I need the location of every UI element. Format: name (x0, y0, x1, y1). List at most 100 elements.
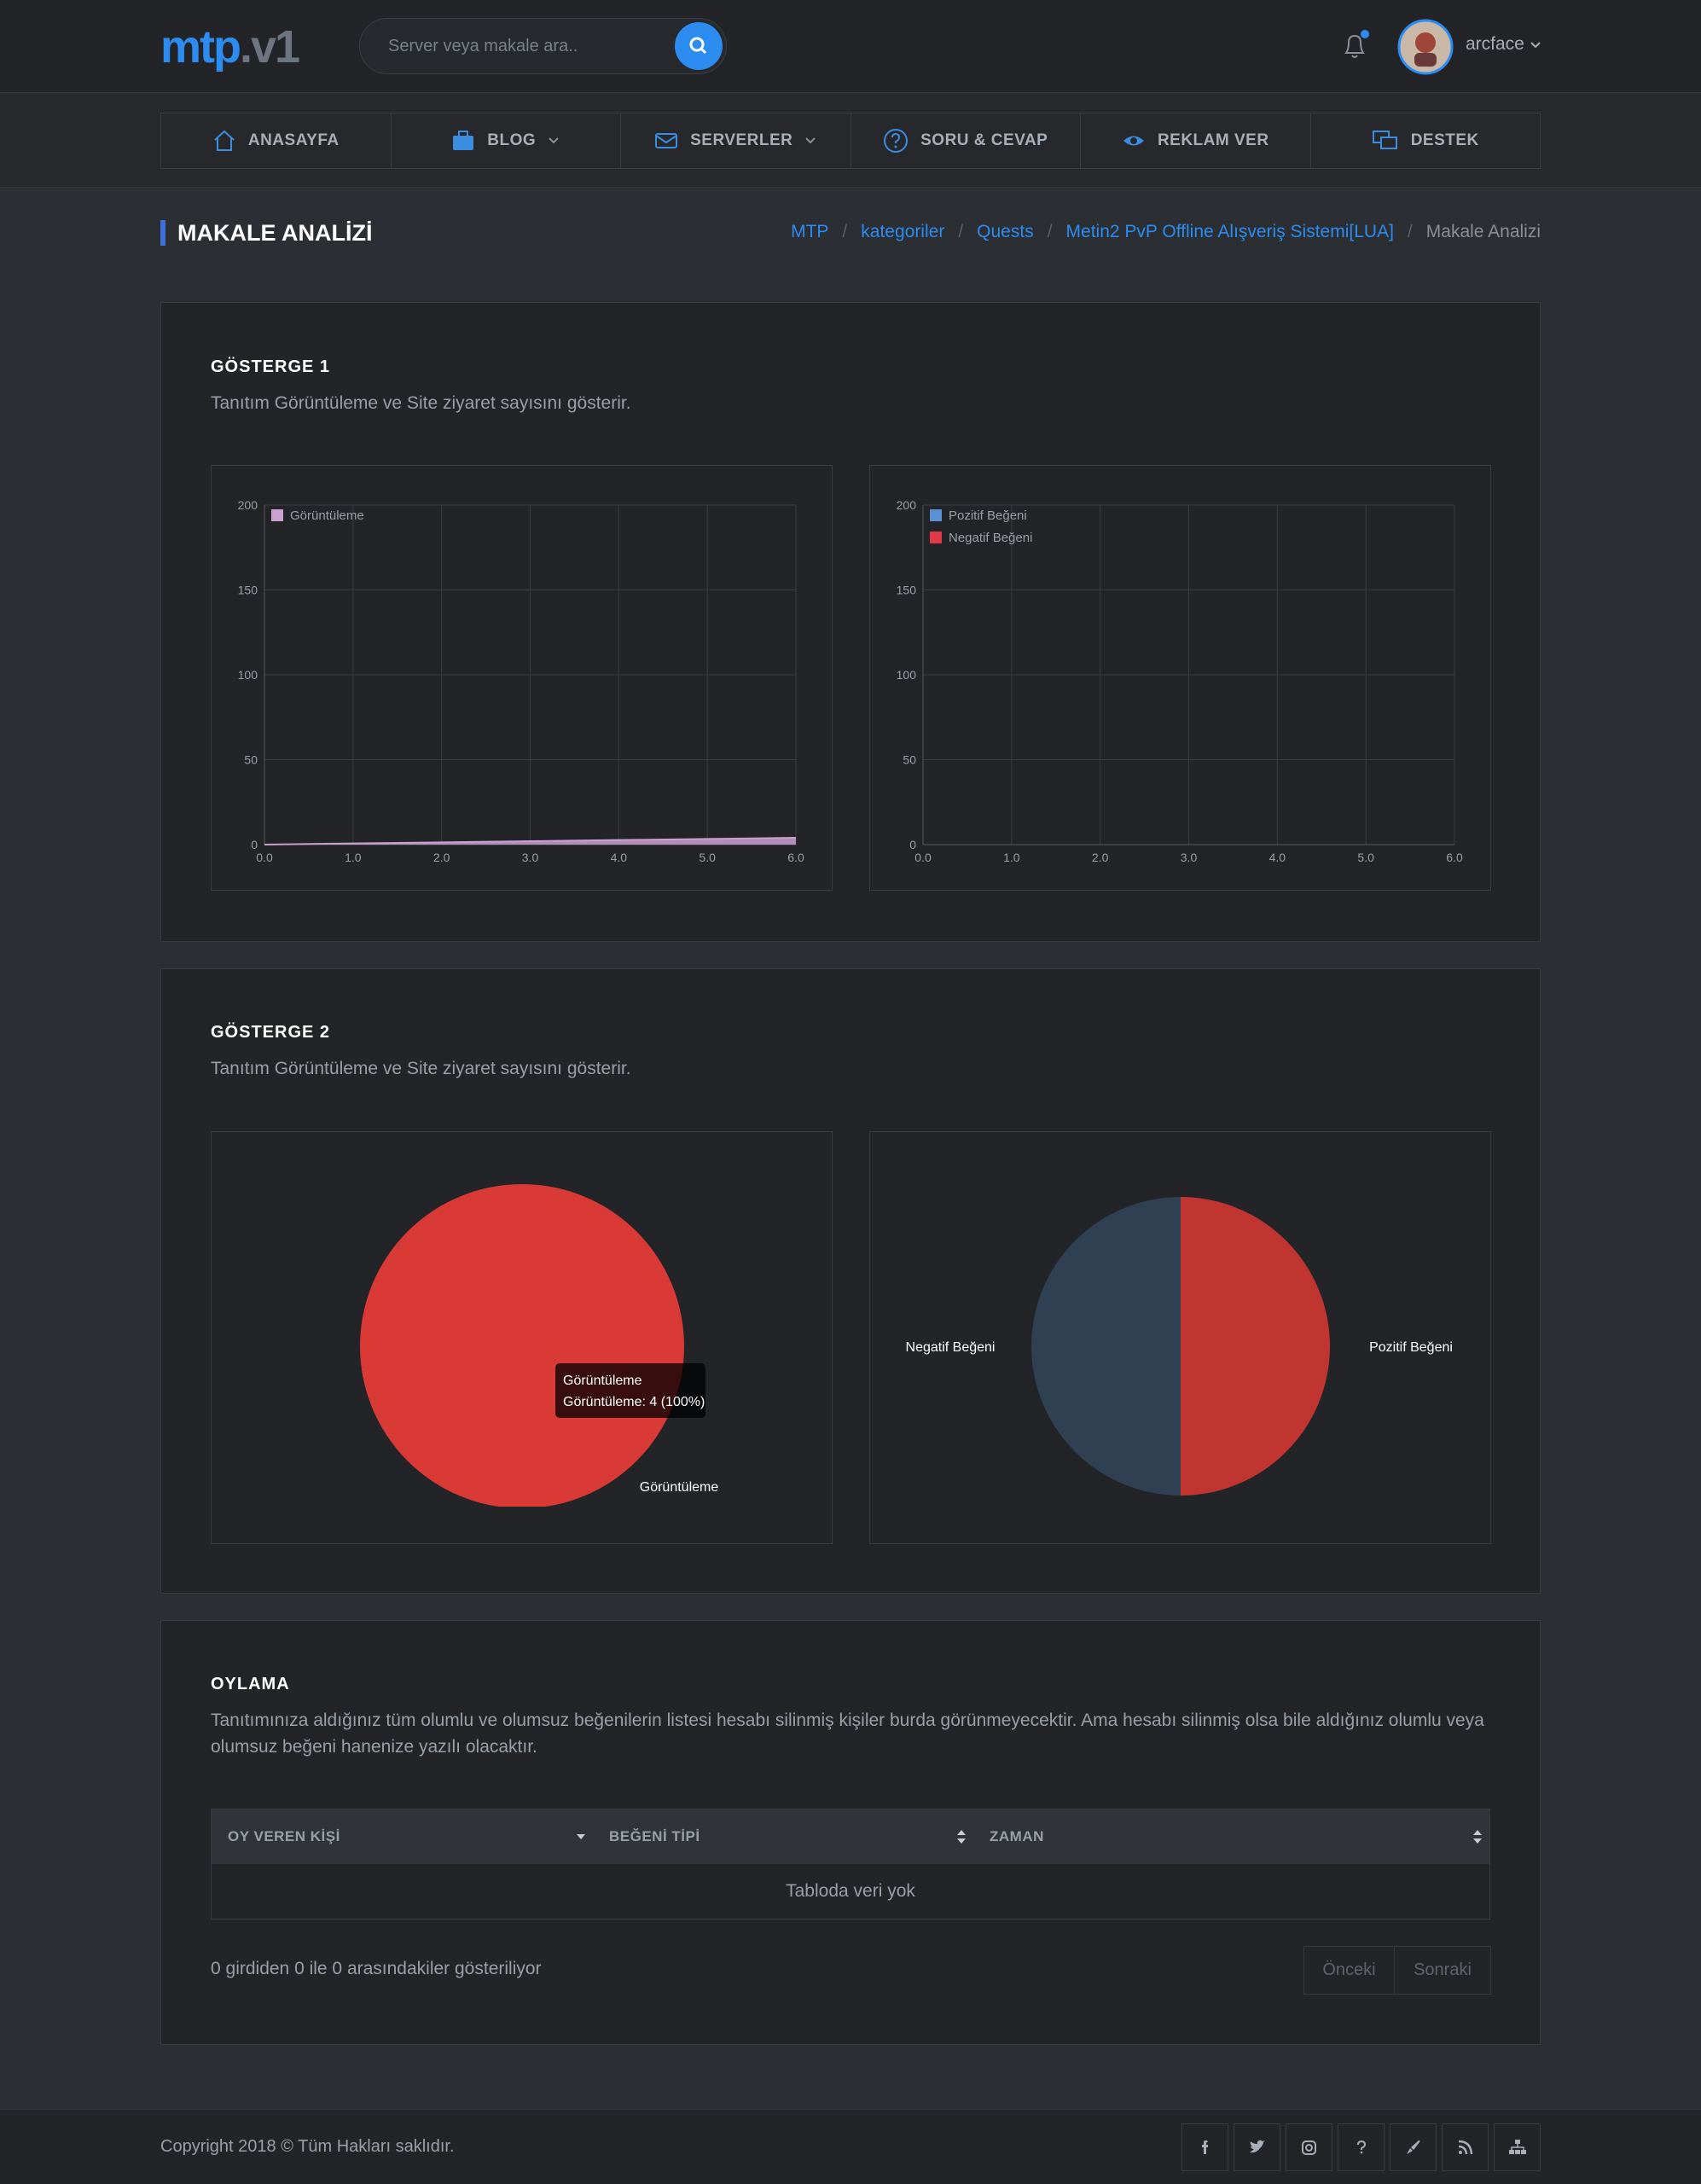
breadcrumb-link[interactable]: Quests (944, 222, 1034, 242)
social-button[interactable] (1234, 2123, 1280, 2171)
x-tick-label: 2.0 (433, 851, 450, 864)
nav-item[interactable]: SORU & CEVAP (851, 113, 1081, 168)
nav-menu: ANASAYFA BLOG SERVERLER SORU & CEVAP REK… (160, 113, 1541, 169)
search-button[interactable] (675, 22, 723, 70)
username[interactable]: arcface (1466, 34, 1541, 55)
breadcrumb-current: Makale Analizi (1394, 222, 1541, 242)
y-tick-label: 100 (897, 668, 917, 682)
footer: Copyright 2018 © Tüm Hakları saklıdır. (0, 2109, 1701, 2184)
chart: Görüntüleme Görüntüleme Görüntüleme: 4 (10… (360, 1184, 718, 1507)
chevron (549, 137, 559, 144)
x-tick-label: 6.0 (787, 851, 804, 864)
legend-swatch (930, 509, 942, 521)
nav-item[interactable]: ANASAYFA (161, 113, 392, 168)
social-button[interactable] (1390, 2123, 1437, 2171)
icon (1302, 2140, 1316, 2155)
chart-box: Pozitif Beğeni Negatif Beğeni (869, 1131, 1491, 1544)
x-tick-label: 4.0 (611, 851, 628, 864)
nav-label: REKLAM VER (1157, 131, 1269, 149)
nav-label: BLOG (487, 131, 537, 149)
chart: 0 50 100 150 200 0.0 1.0 2.0 3.0 4.0 5.0 6.0 Pozitif… (897, 498, 1463, 864)
y-tick-label: 200 (897, 498, 917, 512)
social-button[interactable] (1338, 2123, 1385, 2171)
column-header[interactable]: ZAMAN (973, 1809, 1489, 1864)
icon (1250, 2140, 1265, 2153)
y-tick-label: 0 (909, 838, 916, 851)
pie-slice (360, 1184, 684, 1507)
table: OY VEREN KİŞİ BEĞENİ TİPİ ZAMAN Tabloda … (211, 1809, 1490, 1920)
next-button[interactable]: Sonraki (1394, 1946, 1491, 1995)
chart: Pozitif Beğeni Negatif Beğeni (906, 1197, 1453, 1496)
card-description: Tanıtım Görüntüleme ve Site ziyaret sayı… (211, 393, 631, 413)
y-tick-label: 50 (903, 753, 916, 767)
nav-item[interactable]: DESTEK (1311, 113, 1541, 168)
column-header[interactable]: BEĞENİ TİPİ (593, 1809, 973, 1864)
tooltip-title: Görüntüleme (563, 1374, 642, 1388)
x-tick-label: 4.0 (1269, 851, 1286, 864)
nav-icon (214, 130, 235, 151)
sort-icon (957, 1830, 966, 1844)
slice-label: Negatif Beğeni (906, 1340, 996, 1355)
chart: 0 50 100 150 200 0.0 1.0 2.0 3.0 4.0 5.0 6.0 Görüntü… (238, 498, 804, 864)
tooltip (555, 1363, 705, 1418)
x-tick-label: 5.0 (699, 851, 716, 864)
table-info: 0 girdiden 0 ile 0 arasındakiler gösteri… (211, 1959, 542, 1978)
legend-label: Pozitif Beğeni (949, 508, 1027, 523)
copyright: Copyright 2018 © Tüm Hakları saklıdır. (160, 2137, 455, 2156)
nav-icon (1123, 136, 1144, 146)
legend-label: Negatif Beğeni (949, 531, 1032, 545)
y-tick-label: 100 (238, 668, 258, 682)
search-icon (689, 37, 707, 55)
card-description: Tanıtım Görüntüleme ve Site ziyaret sayı… (211, 1059, 631, 1078)
tooltip-body: Görüntüleme: 4 (100%) (563, 1395, 705, 1409)
header: mtp.v1 Server veya makale ara.. arcface (0, 0, 1701, 93)
sort-icon (577, 1834, 585, 1839)
nav-icon (884, 129, 909, 153)
breadcrumb-link[interactable]: kategoriler (828, 222, 944, 242)
column-header[interactable]: OY VEREN KİŞİ (212, 1809, 593, 1864)
search-box[interactable]: Server veya makale ara.. (359, 18, 727, 74)
sort-icon (1473, 1830, 1482, 1844)
icon (1357, 2140, 1367, 2154)
prev-button[interactable]: Önceki (1303, 1946, 1395, 1995)
chart-box: Görüntüleme Görüntüleme Görüntüleme: 4 (10… (211, 1131, 833, 1544)
nav-item[interactable]: SERVERLER (621, 113, 851, 168)
nav-icon (1372, 131, 1397, 149)
social-button[interactable] (1442, 2123, 1489, 2171)
social-button[interactable] (1181, 2123, 1228, 2171)
social-button[interactable] (1494, 2123, 1541, 2171)
logo[interactable]: mtp.v1 (160, 20, 300, 73)
chart-box: 0 50 100 150 200 0.0 1.0 2.0 3.0 4.0 5.0 6.0 Pozitif… (869, 465, 1491, 891)
breadcrumb-link[interactable]: Metin2 PvP Offline Alışveriş Sistemi[LUA… (1034, 222, 1394, 242)
social-button[interactable] (1286, 2123, 1332, 2171)
line (264, 837, 797, 845)
card: OYLAMA Tanıtımınıza aldığınız tüm olumlu… (160, 1620, 1541, 2045)
table-header: OY VEREN KİŞİ BEĞENİ TİPİ ZAMAN (212, 1809, 1489, 1864)
chart-box: 0 50 100 150 200 0.0 1.0 2.0 3.0 4.0 5.0 6.0 Görüntü… (211, 465, 833, 891)
logo-main: mtp (160, 21, 241, 73)
column-label: BEĞENİ TİPİ (609, 1828, 700, 1844)
notification-bell[interactable] (1338, 29, 1372, 63)
x-tick-label: 1.0 (1003, 851, 1020, 864)
pie-slice (1181, 1197, 1330, 1496)
legend-swatch (271, 509, 283, 521)
x-tick-label: 1.0 (345, 851, 362, 864)
nav-item[interactable]: BLOG (392, 113, 621, 168)
avatar[interactable] (1397, 19, 1454, 75)
card-title: GÖSTERGE 2 (211, 1023, 331, 1042)
card-title: OYLAMA (211, 1675, 290, 1693)
slice-label: Pozitif Beğeni (1369, 1340, 1453, 1355)
breadcrumb: MTPkategorilerQuestsMetin2 PvP Offline A… (791, 222, 1541, 242)
nav-icon (655, 133, 678, 148)
x-tick-label: 3.0 (522, 851, 539, 864)
x-tick-label: 5.0 (1357, 851, 1374, 864)
legend-label: Görüntüleme (290, 508, 364, 523)
nav-bar: ANASAYFA BLOG SERVERLER SORU & CEVAP REK… (0, 94, 1701, 188)
breadcrumb-link[interactable]: MTP (791, 222, 829, 241)
column-label: ZAMAN (990, 1828, 1044, 1844)
nav-item[interactable]: REKLAM VER (1081, 113, 1311, 168)
card: GÖSTERGE 1 Tanıtım Görüntüleme ve Site z… (160, 302, 1541, 942)
logo-suffix: .v1 (239, 21, 300, 73)
pie (360, 1184, 684, 1507)
